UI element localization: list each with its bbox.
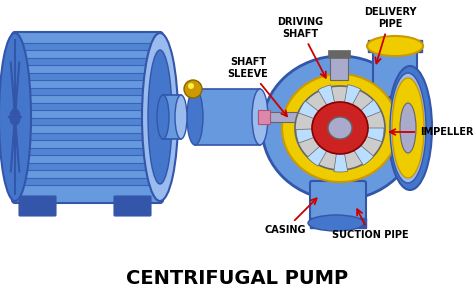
Bar [258, 112, 313, 122]
FancyBboxPatch shape [310, 181, 366, 223]
Text: DELIVERY
PIPE: DELIVERY PIPE [364, 7, 416, 64]
Circle shape [184, 80, 202, 98]
Ellipse shape [175, 95, 187, 139]
Ellipse shape [308, 215, 364, 231]
Text: DRIVING
SHAFT: DRIVING SHAFT [277, 17, 326, 78]
Ellipse shape [390, 73, 426, 183]
Wedge shape [340, 85, 361, 128]
Text: CENTRIFUGAL PUMP: CENTRIFUGAL PUMP [126, 268, 348, 287]
Wedge shape [299, 101, 340, 128]
Wedge shape [334, 128, 347, 172]
Ellipse shape [262, 56, 418, 200]
Bar [195, 89, 260, 145]
Bar [258, 110, 270, 124]
Text: SUCTION PIPE: SUCTION PIPE [332, 209, 408, 240]
Wedge shape [340, 100, 381, 128]
Ellipse shape [0, 33, 31, 201]
Ellipse shape [367, 36, 423, 56]
FancyBboxPatch shape [12, 32, 163, 203]
Wedge shape [340, 128, 374, 165]
Wedge shape [318, 85, 340, 128]
Ellipse shape [388, 66, 432, 190]
Ellipse shape [252, 89, 268, 145]
FancyBboxPatch shape [19, 196, 56, 216]
Ellipse shape [187, 89, 203, 145]
Bar [328, 50, 350, 58]
Bar [310, 218, 366, 228]
Text: SHAFT
SLEEVE: SHAFT SLEEVE [228, 57, 287, 116]
Ellipse shape [142, 33, 178, 201]
FancyBboxPatch shape [373, 48, 417, 97]
Circle shape [188, 83, 194, 89]
Ellipse shape [157, 95, 169, 139]
Ellipse shape [148, 50, 172, 184]
Text: IMPELLER: IMPELLER [390, 127, 474, 137]
Ellipse shape [295, 86, 385, 170]
Ellipse shape [282, 74, 398, 182]
Wedge shape [340, 128, 384, 141]
Bar [368, 40, 422, 52]
Ellipse shape [392, 78, 424, 178]
Ellipse shape [312, 102, 368, 154]
Text: CASING: CASING [264, 198, 317, 235]
Bar [163, 95, 181, 139]
Ellipse shape [328, 117, 352, 139]
FancyBboxPatch shape [114, 196, 151, 216]
Wedge shape [296, 128, 340, 143]
Bar [330, 52, 348, 80]
Wedge shape [307, 128, 340, 166]
Ellipse shape [10, 109, 20, 125]
Ellipse shape [400, 103, 416, 153]
